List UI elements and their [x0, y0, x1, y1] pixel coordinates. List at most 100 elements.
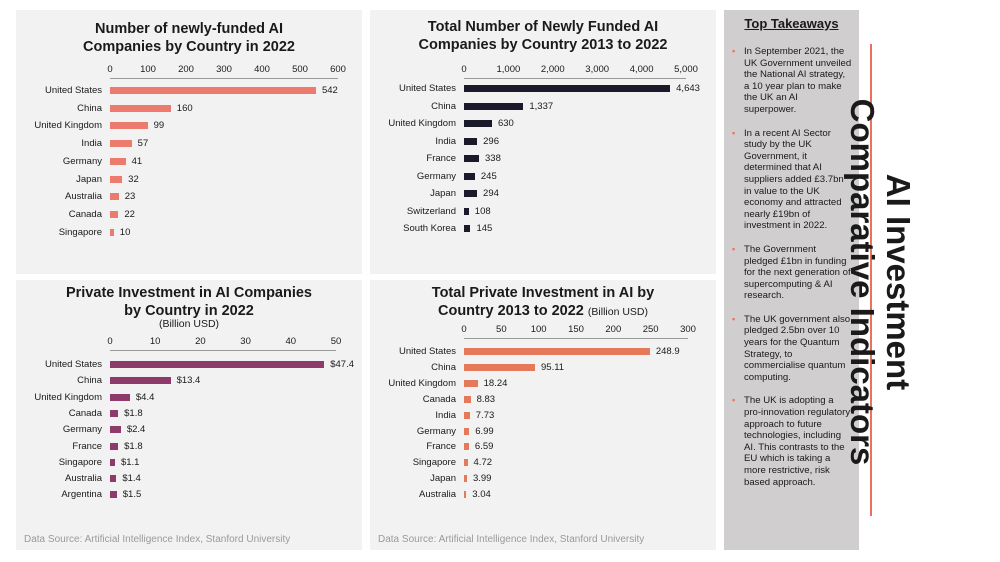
- axis-tick-label: 200: [605, 324, 622, 335]
- category-label: Japan: [430, 188, 456, 199]
- category-label: India: [435, 409, 456, 421]
- chart-title-line2: Companies by Country 2013 to 2022: [418, 37, 668, 53]
- data-source-note: Data Source: Artificial Intelligence Ind…: [24, 534, 291, 545]
- axis-tick-label: 250: [642, 324, 659, 335]
- axis-tick-label: 200: [178, 64, 194, 75]
- data-label: 296: [483, 135, 499, 147]
- axis-tick-label: 2,000: [540, 64, 565, 75]
- category-label: United States: [44, 359, 102, 370]
- bar: [464, 475, 467, 483]
- accent-divider: [870, 44, 872, 516]
- data-label: 95.11: [541, 361, 565, 373]
- page-title-line1: AI Investment: [880, 173, 917, 391]
- data-label: 6.99: [475, 425, 494, 437]
- data-label: 248.9: [655, 346, 680, 357]
- axis-tick-label: 150: [568, 324, 584, 335]
- takeaways-list: In September 2021, the UK Government unv…: [732, 46, 852, 500]
- category-label: United States: [44, 85, 102, 96]
- bar: [110, 87, 316, 94]
- chart-subtitle: (Billion USD): [158, 318, 220, 330]
- bar: [464, 443, 469, 451]
- bar: [464, 363, 535, 371]
- data-label: 245: [480, 170, 497, 182]
- takeaway-item: In a recent AI Sector study by the UK Go…: [732, 128, 852, 232]
- bar: [464, 225, 471, 232]
- chart-title: Total Number of Newly Funded AI Companie…: [370, 18, 716, 54]
- axis-tick-label: 40: [285, 336, 297, 347]
- bar: [464, 172, 475, 180]
- axis-tick-label: 400: [254, 64, 270, 75]
- chart-title-line2: Country 2013 to 2022 (Billion USD): [370, 302, 716, 321]
- category-label: India: [81, 138, 102, 150]
- bar: [464, 85, 671, 92]
- axis-tick-label: 50: [496, 324, 507, 335]
- axis-tick-label: 20: [195, 336, 206, 347]
- chart-panel-newly-funded-2022: Number of newly-funded AI Companies by C…: [16, 10, 362, 274]
- axis-tick-label: 0: [107, 64, 113, 75]
- category-label: United Kingdom: [34, 120, 102, 132]
- chart-panel-private-investment-2022: Private Investment in AI Companies by Co…: [16, 280, 362, 550]
- bar: [110, 104, 171, 112]
- bar: [110, 175, 123, 183]
- data-label: 23: [124, 191, 136, 203]
- takeaway-item: The UK government also pledged 2.5bn ove…: [732, 314, 852, 384]
- data-label: 1,337: [529, 100, 554, 112]
- category-label: Japan: [430, 473, 456, 485]
- bar: [110, 157, 126, 165]
- category-label: Switzerland: [406, 205, 456, 217]
- category-label: United States: [398, 83, 456, 94]
- category-label: Australia: [65, 473, 102, 485]
- bar: [464, 137, 478, 145]
- data-label: 3.99: [472, 473, 492, 485]
- category-label: Germany: [416, 425, 456, 437]
- axis-tick-label: 100: [140, 64, 156, 75]
- category-label: United Kingdom: [34, 391, 102, 403]
- bar: [464, 155, 479, 162]
- category-label: Australia: [65, 191, 102, 203]
- category-label: China: [77, 102, 102, 114]
- category-label: Canada: [68, 407, 102, 419]
- data-label: $13.4: [176, 375, 201, 387]
- x-axis-line: [464, 338, 688, 339]
- chart-title-line2: Companies by Country in 2022: [83, 39, 295, 55]
- axis-tick-label: 1,000: [496, 64, 521, 75]
- category-label: France: [426, 153, 456, 164]
- bar: [110, 393, 130, 401]
- data-label: 3.04: [472, 489, 491, 501]
- category-label: Australia: [419, 489, 456, 501]
- bar: [464, 348, 650, 355]
- data-label: $1.8: [124, 440, 143, 452]
- category-label: Germany: [62, 424, 102, 436]
- axis-tick-label: 0: [107, 336, 113, 347]
- category-label: India: [435, 135, 456, 147]
- axis-tick-label: 30: [240, 336, 251, 347]
- bar: [464, 207, 469, 215]
- data-label: 7.73: [475, 409, 495, 421]
- takeaways-panel: Top Takeaways In September 2021, the UK …: [724, 10, 859, 550]
- takeaway-item: The Government pledged £1bn in funding f…: [732, 244, 852, 302]
- category-label: Singapore: [58, 226, 102, 238]
- bar: [110, 442, 119, 450]
- bar: [464, 379, 478, 387]
- data-label: 18.24: [483, 377, 508, 389]
- data-label: 32: [128, 173, 139, 185]
- axis-tick-label: 0: [461, 64, 467, 75]
- category-label: China: [431, 100, 456, 112]
- category-label: United Kingdom: [388, 377, 456, 389]
- data-label: 294: [483, 188, 499, 199]
- bar: [464, 395, 471, 403]
- axis-tick-label: 50: [330, 336, 342, 347]
- data-label: 10: [119, 226, 131, 238]
- data-label: 41: [131, 155, 143, 167]
- bar: [464, 102, 524, 110]
- bar: [110, 409, 119, 417]
- axis-tick-label: 5,000: [674, 64, 698, 75]
- chart-panel-private-investment-2013-2022: Total Private Investment in AI by Countr…: [370, 280, 716, 550]
- bar: [464, 120, 492, 127]
- data-label: 8.83: [476, 393, 496, 405]
- data-label: 6.59: [474, 441, 494, 453]
- category-label: Canada: [68, 208, 102, 220]
- data-label: 99: [153, 120, 165, 132]
- data-label: 630: [497, 118, 514, 129]
- data-label: $4.4: [135, 391, 155, 403]
